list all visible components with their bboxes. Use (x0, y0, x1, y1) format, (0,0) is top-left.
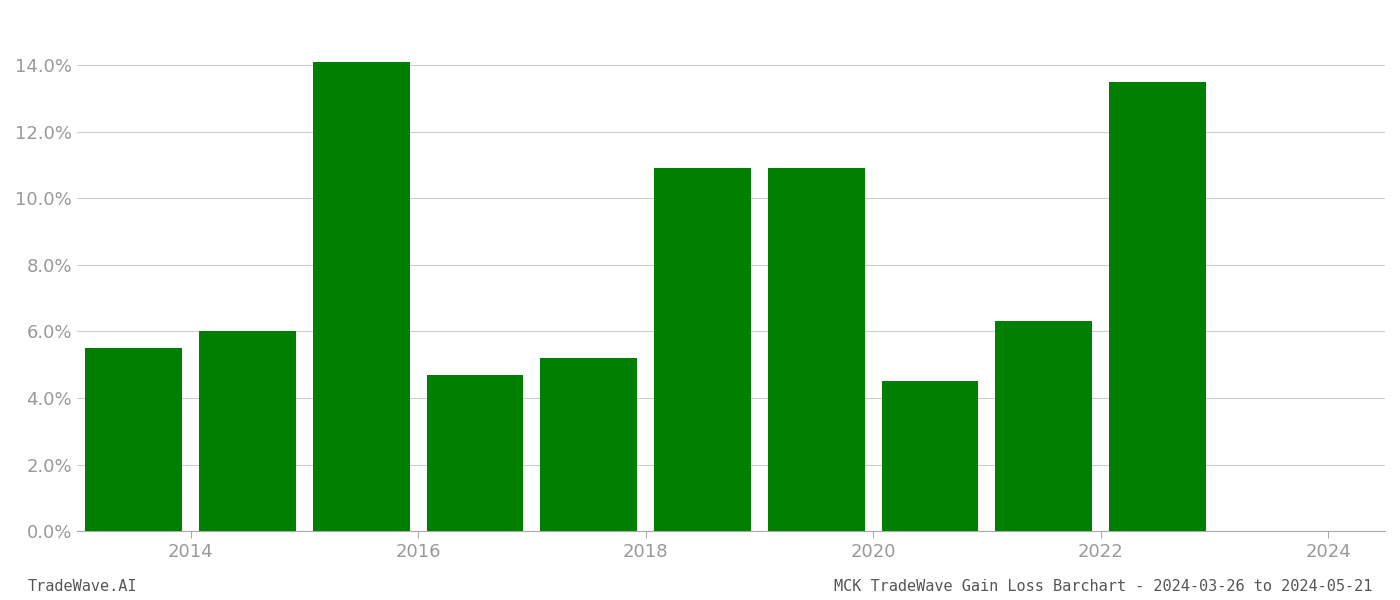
Bar (1109, 82, 1205, 531)
Bar (767, 168, 865, 531)
Text: TradeWave.AI: TradeWave.AI (28, 579, 137, 594)
Bar (427, 374, 524, 531)
Text: MCK TradeWave Gain Loss Barchart - 2024-03-26 to 2024-05-21: MCK TradeWave Gain Loss Barchart - 2024-… (833, 579, 1372, 594)
Bar (654, 168, 750, 531)
Bar (85, 348, 182, 531)
Bar (540, 358, 637, 531)
Bar (199, 331, 295, 531)
Bar (995, 322, 1092, 531)
Bar (882, 382, 979, 531)
Bar (312, 62, 410, 531)
